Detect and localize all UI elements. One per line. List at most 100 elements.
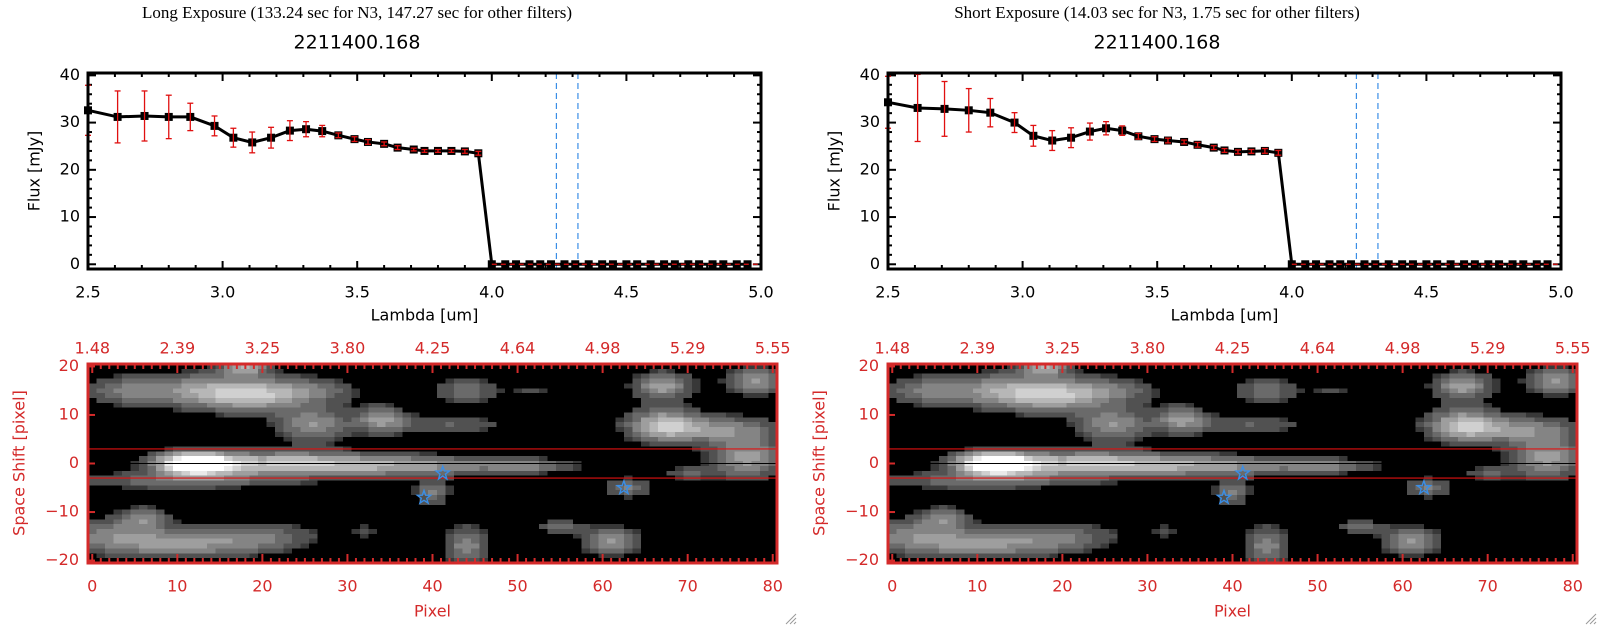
error-bar — [475, 150, 482, 156]
x-tick-label: 10 — [967, 577, 987, 596]
star-marker — [434, 464, 452, 481]
y-tick-label: 10 — [59, 404, 79, 423]
error-bar — [1194, 141, 1201, 148]
star-marker — [1215, 488, 1233, 505]
y-axis-label: Flux [mJy] — [25, 131, 44, 212]
data-point — [1312, 260, 1321, 269]
x-tick-label: 4.5 — [614, 283, 639, 302]
x-tick-label: 60 — [592, 577, 612, 596]
object-id: 2211400.168 — [1094, 32, 1221, 54]
data-point — [584, 260, 593, 269]
error-bar — [351, 136, 358, 143]
error-bar — [1030, 124, 1037, 147]
error-bar — [1164, 137, 1171, 144]
data-point — [1347, 260, 1356, 269]
error-bar — [230, 127, 237, 148]
y-axis-label: Space Shift [pixel] — [10, 390, 29, 536]
wavelength-tick-label: 3.25 — [1045, 339, 1081, 358]
spectrum-plot: 2.5 3.0 3.5 4.0 4.5 5.0 0 10 20 30 40 Lambda [um] Fl… — [825, 3, 1574, 325]
y-tick-label: 20 — [859, 356, 879, 375]
error-bar — [211, 115, 218, 137]
error-bar — [319, 124, 326, 138]
y-tick-label: 20 — [60, 159, 80, 178]
data-point — [1384, 260, 1393, 269]
x-axis-label: Lambda [um] — [1171, 306, 1279, 325]
resize-grip-icon[interactable] — [1585, 613, 1597, 625]
y-tick-label: 20 — [860, 159, 880, 178]
x-axis-label: Lambda [um] — [371, 306, 479, 325]
y-tick-label: −20 — [45, 550, 79, 569]
error-bar — [434, 148, 441, 153]
data-point — [1484, 260, 1493, 269]
wavelength-tick-label: 2.39 — [160, 339, 196, 358]
x-tick-label: 3.5 — [344, 283, 369, 302]
data-point — [719, 260, 728, 269]
data-point — [646, 260, 655, 269]
error-bar — [987, 97, 994, 128]
data-point — [1422, 260, 1431, 269]
wavelength-tick-label: 3.25 — [245, 339, 281, 358]
flux-line — [87, 108, 748, 266]
x-tick-label: 4.0 — [1279, 283, 1304, 302]
data-point — [622, 260, 631, 269]
x-tick-label: 5.0 — [1548, 283, 1573, 302]
error-bar — [1210, 145, 1217, 151]
error-bar — [141, 90, 148, 142]
error-bar — [1086, 122, 1093, 141]
image-plot: 0 1.48 10 2.39 20 3.25 30 3.80 40 4.25 50 4.64 60 4.9… — [810, 339, 1597, 625]
error-bar — [1261, 147, 1268, 154]
wavelength-tick-label: 2.39 — [960, 339, 996, 358]
error-bar — [1103, 120, 1110, 136]
y-tick-label: 40 — [860, 65, 880, 84]
y-tick-label: 40 — [60, 65, 80, 84]
x-tick-label: 50 — [507, 577, 527, 596]
error-bar — [410, 147, 417, 152]
image-plot: 0 1.48 10 2.39 20 3.25 30 3.80 40 4.25 50 4.64 60 4.9… — [10, 339, 797, 625]
wavelength-tick-label: 5.55 — [1555, 339, 1591, 358]
error-bar — [268, 126, 275, 149]
y-tick-label: 20 — [59, 356, 79, 375]
x-tick-label: 3.0 — [210, 283, 235, 302]
error-bar — [1119, 125, 1126, 136]
x-tick-label: 80 — [1563, 577, 1583, 596]
x-tick-label: 70 — [1478, 577, 1498, 596]
x-tick-label: 50 — [1307, 577, 1327, 596]
y-tick-label: 10 — [859, 404, 879, 423]
error-bar — [965, 87, 972, 133]
wavelength-tick-label: 5.55 — [755, 339, 791, 358]
star-marker — [1415, 478, 1433, 496]
error-bar — [448, 148, 455, 153]
error-bar — [303, 120, 310, 138]
x-tick-label: 3.0 — [1010, 283, 1035, 302]
error-bar — [1049, 129, 1056, 152]
y-tick-label: 0 — [869, 453, 879, 472]
error-bar — [1275, 149, 1282, 156]
x-axis-label: Pixel — [1214, 602, 1251, 621]
x-tick-label: 40 — [422, 577, 442, 596]
spectrum-plot: 2.5 3.0 3.5 4.0 4.5 5.0 0 10 20 30 40 Lambda [um] Fl… — [25, 3, 774, 325]
y-tick-label: 0 — [70, 254, 80, 273]
x-tick-label: 3.5 — [1144, 283, 1169, 302]
y-tick-label: 30 — [860, 112, 880, 131]
wavelength-tick-label: 5.29 — [1470, 339, 1506, 358]
error-bar — [1234, 149, 1241, 155]
object-id: 2211400.168 — [294, 32, 421, 54]
image-frame — [886, 362, 1579, 565]
error-bar — [1181, 139, 1188, 145]
y-tick-label: 30 — [60, 112, 80, 131]
error-bar — [249, 131, 256, 154]
x-tick-label: 70 — [678, 577, 698, 596]
error-bar — [1151, 136, 1158, 143]
wavelength-tick-label: 4.98 — [585, 339, 621, 358]
data-point — [547, 260, 556, 269]
error-bar — [1221, 147, 1228, 153]
resize-grip-icon[interactable] — [785, 613, 797, 625]
y-axis-label: Space Shift [pixel] — [810, 390, 829, 536]
y-axis-label: Flux [mJy] — [825, 131, 844, 212]
error-bar — [165, 94, 172, 140]
y-tick-label: −10 — [45, 502, 79, 521]
wavelength-tick-label: 4.25 — [415, 339, 451, 358]
star-marker — [1234, 464, 1252, 481]
error-bar — [381, 141, 388, 147]
